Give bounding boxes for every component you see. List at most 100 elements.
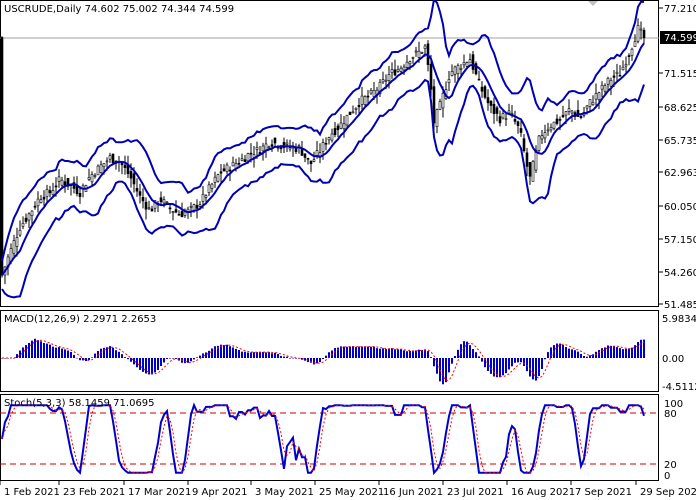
macd-bar — [277, 354, 279, 358]
macd-bar — [274, 352, 276, 358]
macd-bar — [238, 349, 240, 358]
candle-body — [306, 157, 310, 160]
bollinger-middle-band — [1, 42, 645, 276]
macd-bar — [256, 352, 258, 358]
macd-bar — [619, 348, 621, 358]
candle-body — [42, 196, 46, 200]
macd-bar — [361, 346, 363, 358]
candle-body — [168, 207, 172, 210]
y-tick-label: 68.625 — [664, 103, 696, 114]
candle-body — [495, 107, 499, 114]
macd-bar — [76, 357, 78, 359]
macd-bar — [523, 358, 525, 366]
macd-bar — [283, 356, 285, 358]
macd-bar — [427, 351, 429, 358]
macd-bar — [376, 348, 378, 358]
macd-bar — [409, 350, 411, 358]
candle-body — [513, 119, 517, 122]
candle-body — [627, 55, 631, 57]
macd-bar — [109, 346, 111, 358]
macd-bar — [586, 356, 588, 358]
candle-body — [180, 211, 184, 218]
macd-bar — [457, 349, 459, 358]
candle-body — [504, 118, 508, 120]
macd-bar — [28, 342, 30, 358]
macd-bar — [235, 348, 237, 358]
candle-body — [624, 64, 628, 67]
stoch-tick-label: 0 — [664, 471, 670, 482]
candle-body — [525, 152, 529, 167]
chart-shift-marker[interactable] — [588, 1, 598, 6]
macd-bar — [196, 357, 198, 358]
candle-body — [552, 121, 556, 129]
x-tick-label: 1 Feb 2021 — [4, 487, 60, 498]
macd-bar — [499, 358, 501, 378]
candle-body — [591, 102, 595, 105]
macd-bar — [538, 358, 540, 377]
macd-bar — [304, 358, 306, 361]
macd-bar — [334, 348, 336, 358]
macd-bar — [16, 354, 18, 358]
macd-bar — [514, 358, 516, 363]
macd-bar — [310, 358, 312, 363]
candle-body — [177, 214, 181, 216]
macd-bar — [634, 345, 636, 358]
candle-body — [108, 155, 112, 160]
candle-body — [615, 71, 619, 74]
candle-body — [387, 74, 391, 81]
macd-bar — [46, 343, 48, 358]
candle-body — [102, 163, 106, 168]
candle-body — [201, 193, 205, 202]
candle-body — [240, 158, 244, 161]
candle-body — [63, 181, 67, 186]
macd-bar — [562, 344, 564, 358]
stoch-panel[interactable] — [0, 394, 659, 481]
candle-body — [570, 110, 574, 114]
candle-body — [402, 66, 406, 71]
macd-bar — [289, 358, 291, 359]
y-tick-label: 57.150 — [664, 235, 696, 246]
candle-body — [270, 144, 274, 147]
macd-bar — [496, 358, 498, 378]
macd-bar — [40, 341, 42, 358]
macd-bar — [253, 352, 255, 358]
macd-bar — [577, 351, 579, 358]
macd-bar — [481, 358, 483, 362]
macd-bar — [484, 358, 486, 368]
y-tick-label: 65.735 — [664, 136, 696, 147]
macd-bar — [637, 342, 639, 358]
candle-body — [351, 111, 355, 114]
candle-body — [603, 85, 607, 92]
macd-bar — [34, 338, 36, 358]
macd-bar — [520, 358, 522, 363]
candle-body — [72, 182, 76, 189]
macd-bar — [529, 358, 531, 377]
candle-body — [483, 86, 487, 98]
macd-bar — [418, 349, 420, 358]
macd-bar — [403, 350, 405, 358]
candle-body — [135, 187, 139, 192]
candle-body — [123, 164, 127, 169]
candle-body — [579, 116, 583, 119]
macd-bar — [91, 357, 93, 358]
macd-bar — [70, 351, 72, 358]
candle-body — [159, 197, 163, 203]
candle-body — [456, 65, 460, 74]
candle-body — [243, 159, 247, 163]
candle-body — [642, 29, 646, 38]
candle-body — [390, 69, 394, 73]
y-tick-label: 60.050 — [664, 202, 696, 213]
candle-body — [48, 190, 52, 194]
main-panel[interactable] — [0, 0, 659, 307]
candle-body — [594, 93, 598, 100]
candle-body — [183, 211, 187, 216]
candle-body — [300, 148, 304, 156]
macd-bar — [49, 344, 51, 358]
candle-body — [396, 69, 400, 72]
macd-bar — [613, 346, 615, 358]
macd-panel[interactable] — [0, 310, 659, 392]
candle-body — [450, 71, 454, 76]
candle-body — [174, 209, 178, 213]
candle-body — [519, 128, 523, 133]
